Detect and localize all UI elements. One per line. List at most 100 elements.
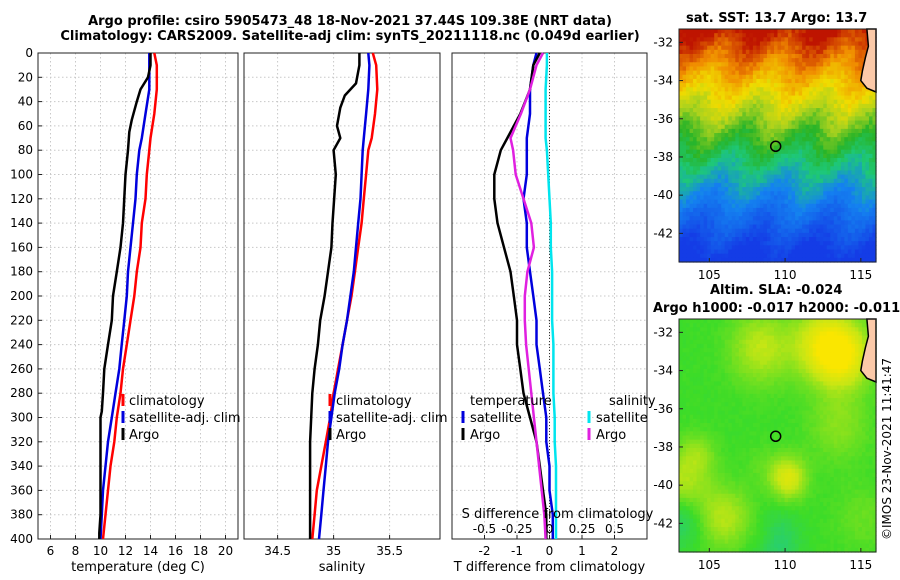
map-cell (788, 83, 793, 88)
map-cell (686, 253, 691, 259)
map-cell (809, 406, 814, 412)
map-cell (710, 360, 715, 366)
map-cell (714, 41, 719, 47)
map-cell (742, 157, 747, 163)
map-cell (795, 83, 800, 88)
map-cell (791, 393, 796, 399)
map-cell (735, 393, 740, 399)
map-cell (752, 398, 757, 403)
map-cell (756, 216, 761, 221)
map-cell (679, 83, 684, 88)
map-cell (682, 133, 687, 138)
map-cell (861, 157, 867, 163)
map-cell (777, 348, 782, 353)
map-cell (763, 406, 768, 412)
map-cell (693, 103, 698, 109)
map-cell (847, 199, 852, 205)
map-cell (795, 37, 800, 43)
map-cell (721, 116, 726, 122)
map-cell (833, 145, 838, 151)
map-cell (791, 120, 796, 126)
map-cell (752, 373, 757, 378)
map-cell (773, 360, 779, 366)
map-cell (854, 323, 860, 328)
map-cell (707, 99, 712, 105)
map-cell (788, 133, 793, 138)
map-cell (696, 99, 701, 105)
map-cell (781, 62, 786, 68)
map-cell (830, 360, 835, 366)
map-cell (693, 364, 698, 370)
map-cell (823, 83, 828, 88)
map-cell (770, 53, 775, 59)
map-cell (826, 414, 831, 420)
map-cell (784, 323, 789, 328)
map-cell (686, 141, 691, 147)
map-cell (721, 385, 726, 391)
map-cell (696, 182, 701, 188)
map-cell (802, 249, 807, 255)
map-cell (791, 368, 796, 374)
map-cell (735, 335, 740, 341)
map-cell (703, 343, 708, 349)
map-cell (731, 253, 736, 259)
map-cell (770, 103, 775, 109)
map-cell (759, 253, 765, 259)
map-cell (798, 74, 803, 80)
map-cell (791, 162, 796, 167)
map-cell (749, 241, 754, 246)
map-cell (724, 128, 729, 134)
map-cell (686, 37, 691, 43)
map-cell (689, 41, 694, 47)
map-cell (707, 435, 712, 441)
map-cell (819, 257, 824, 263)
map-cell (703, 224, 708, 230)
map-cell (819, 406, 824, 412)
map-cell (851, 373, 856, 378)
map-cell (696, 128, 701, 134)
map-cell (756, 203, 761, 209)
map-cell (759, 423, 765, 428)
map-cell (865, 153, 870, 159)
map-cell (703, 406, 708, 412)
map-cell (844, 58, 849, 63)
map-cell (819, 220, 824, 226)
map-cell (717, 45, 722, 51)
map-cell (816, 103, 821, 109)
map-cell (854, 228, 860, 234)
map-cell (840, 182, 845, 188)
map-cell (826, 335, 831, 341)
map-cell (679, 427, 684, 432)
map-cell (833, 137, 838, 142)
map-cell (721, 95, 726, 101)
map-cell (752, 212, 757, 217)
map-cell (816, 343, 821, 349)
map-cell (735, 128, 740, 134)
map-cell (847, 108, 852, 113)
map-cell (823, 319, 828, 324)
map-cell (872, 149, 877, 155)
map-cell (819, 323, 824, 328)
map-cell (724, 103, 729, 109)
map-cell (847, 182, 852, 188)
map-cell (784, 431, 789, 437)
map-cell (717, 62, 722, 68)
map-cell (749, 170, 754, 176)
map-cell (763, 187, 768, 192)
map-cell (809, 360, 814, 366)
map-cell (763, 53, 768, 59)
map-cell (710, 174, 715, 180)
map-cell (742, 116, 747, 122)
map-cell (816, 49, 821, 55)
map-cell (721, 335, 726, 341)
map-cell (833, 339, 838, 345)
map-cell (826, 381, 831, 387)
map-cell (844, 228, 849, 234)
map-cell (700, 191, 705, 197)
map-cell (847, 352, 852, 358)
map-cell (837, 133, 842, 138)
map-cell (714, 199, 719, 205)
map-cell (833, 402, 838, 407)
map-cell (679, 162, 684, 167)
map-cell (735, 249, 740, 255)
